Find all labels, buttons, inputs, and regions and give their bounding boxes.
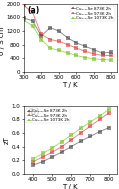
- Cu₁.₉₇Se 873K 2h: [102, 52, 103, 54]
- Cu₁.₉₇Se 873K 2h: [42, 160, 43, 163]
- Cu₁.₉₇Se 973K 2h: [33, 160, 34, 163]
- X-axis label: T / K: T / K: [62, 82, 78, 88]
- Cu₁.₉₇Se 873K 2h: [70, 146, 72, 148]
- Cu₁.₉₇Se 873K 2h: [33, 164, 34, 166]
- Cu₁.₉₇Se 873K 2h: [23, 17, 25, 19]
- Cu₁.₉₇Se 973K 2h: [84, 50, 86, 53]
- Cu₁.₉₇Se 873K 2h: [58, 30, 60, 32]
- Cu₁.₉₇Se 1073K 2h: [33, 158, 34, 160]
- Cu₁.₉₇Se 873K 2h: [111, 51, 112, 53]
- Cu₁.₉₇Se 873K 2h: [80, 140, 81, 142]
- Cu₁.₉₇Se 1073K 2h: [32, 25, 33, 27]
- Cu₁.₉₇Se 973K 2h: [23, 4, 25, 7]
- Cu₁.₉₇Se 1073K 2h: [84, 56, 86, 59]
- Cu₁.₉₇Se 1073K 2h: [52, 147, 53, 149]
- Line: Cu₁.₉₇Se 1073K 2h: Cu₁.₉₇Se 1073K 2h: [32, 108, 111, 160]
- Cu₁.₉₇Se 1073K 2h: [108, 108, 110, 110]
- Cu₁.₉₇Se 973K 2h: [58, 40, 60, 42]
- Cu₁.₉₇Se 1073K 2h: [111, 59, 112, 61]
- Cu₁.₉₇Se 873K 2h: [32, 20, 33, 22]
- Line: Cu₁.₉₇Se 873K 2h: Cu₁.₉₇Se 873K 2h: [32, 126, 111, 167]
- Cu₁.₉₇Se 873K 2h: [108, 126, 110, 129]
- Legend: Cu₁.₉₇Se 873K 2h, Cu₁.₉₇Se 973K 2h, Cu₁.₉₇Se 1073K 2h: Cu₁.₉₇Se 873K 2h, Cu₁.₉₇Se 973K 2h, Cu₁.…: [70, 6, 114, 21]
- Cu₁.₉₇Se 1073K 2h: [102, 58, 103, 61]
- Cu₁.₉₇Se 973K 2h: [76, 47, 77, 49]
- Line: Cu₁.₉₇Se 973K 2h: Cu₁.₉₇Se 973K 2h: [32, 111, 111, 163]
- Cu₁.₉₇Se 1073K 2h: [89, 121, 91, 123]
- X-axis label: T / K: T / K: [62, 184, 78, 189]
- Line: Cu₁.₉₇Se 973K 2h: Cu₁.₉₇Se 973K 2h: [22, 4, 113, 57]
- Cu₁.₉₇Se 1073K 2h: [80, 127, 81, 129]
- Cu₁.₉₇Se 1073K 2h: [99, 115, 100, 117]
- Cu₁.₉₇Se 1073K 2h: [58, 49, 60, 52]
- Cu₁.₉₇Se 973K 2h: [61, 146, 62, 148]
- Cu₁.₉₇Se 973K 2h: [111, 54, 112, 57]
- Cu₁.₉₇Se 873K 2h: [84, 45, 86, 47]
- Cu₁.₉₇Se 873K 2h: [49, 26, 51, 29]
- Cu₁.₉₇Se 873K 2h: [41, 35, 42, 37]
- Cu₁.₉₇Se 973K 2h: [70, 139, 72, 141]
- Cu₁.₉₇Se 973K 2h: [32, 11, 33, 13]
- Cu₁.₉₇Se 1073K 2h: [67, 52, 68, 54]
- Cu₁.₉₇Se 973K 2h: [102, 54, 103, 57]
- Cu₁.₉₇Se 973K 2h: [80, 132, 81, 134]
- Y-axis label: σ / S cm⁻¹: σ / S cm⁻¹: [0, 20, 5, 55]
- Cu₁.₉₇Se 973K 2h: [99, 118, 100, 121]
- Cu₁.₉₇Se 973K 2h: [93, 53, 95, 55]
- Cu₁.₉₇Se 1073K 2h: [41, 38, 42, 41]
- Cu₁.₉₇Se 973K 2h: [49, 38, 51, 41]
- Text: (b): (b): [27, 108, 40, 117]
- Text: (a): (a): [27, 6, 40, 15]
- Cu₁.₉₇Se 973K 2h: [52, 151, 53, 153]
- Line: Cu₁.₉₇Se 1073K 2h: Cu₁.₉₇Se 1073K 2h: [22, 19, 113, 61]
- Cu₁.₉₇Se 973K 2h: [108, 112, 110, 114]
- Legend: Cu₁.₉₇Se 873K 2h, Cu₁.₉₇Se 973K 2h, Cu₁.₉₇Se 1073K 2h: Cu₁.₉₇Se 873K 2h, Cu₁.₉₇Se 973K 2h, Cu₁.…: [26, 108, 70, 123]
- Cu₁.₉₇Se 873K 2h: [99, 131, 100, 133]
- Line: Cu₁.₉₇Se 873K 2h: Cu₁.₉₇Se 873K 2h: [22, 17, 113, 55]
- Cu₁.₉₇Se 973K 2h: [67, 43, 68, 46]
- Cu₁.₉₇Se 1073K 2h: [49, 47, 51, 49]
- Cu₁.₉₇Se 973K 2h: [89, 125, 91, 127]
- Cu₁.₉₇Se 873K 2h: [61, 151, 62, 153]
- Cu₁.₉₇Se 1073K 2h: [42, 152, 43, 155]
- Cu₁.₉₇Se 1073K 2h: [76, 54, 77, 57]
- Cu₁.₉₇Se 873K 2h: [76, 42, 77, 44]
- Cu₁.₉₇Se 873K 2h: [52, 156, 53, 158]
- Y-axis label: zT: zT: [4, 136, 10, 144]
- Cu₁.₉₇Se 1073K 2h: [70, 134, 72, 136]
- Cu₁.₉₇Se 1073K 2h: [93, 58, 95, 60]
- Cu₁.₉₇Se 973K 2h: [41, 33, 42, 36]
- Cu₁.₉₇Se 973K 2h: [42, 156, 43, 158]
- Cu₁.₉₇Se 873K 2h: [93, 49, 95, 51]
- Cu₁.₉₇Se 1073K 2h: [23, 19, 25, 21]
- Cu₁.₉₇Se 873K 2h: [89, 135, 91, 138]
- Cu₁.₉₇Se 1073K 2h: [61, 141, 62, 143]
- Cu₁.₉₇Se 873K 2h: [67, 37, 68, 39]
